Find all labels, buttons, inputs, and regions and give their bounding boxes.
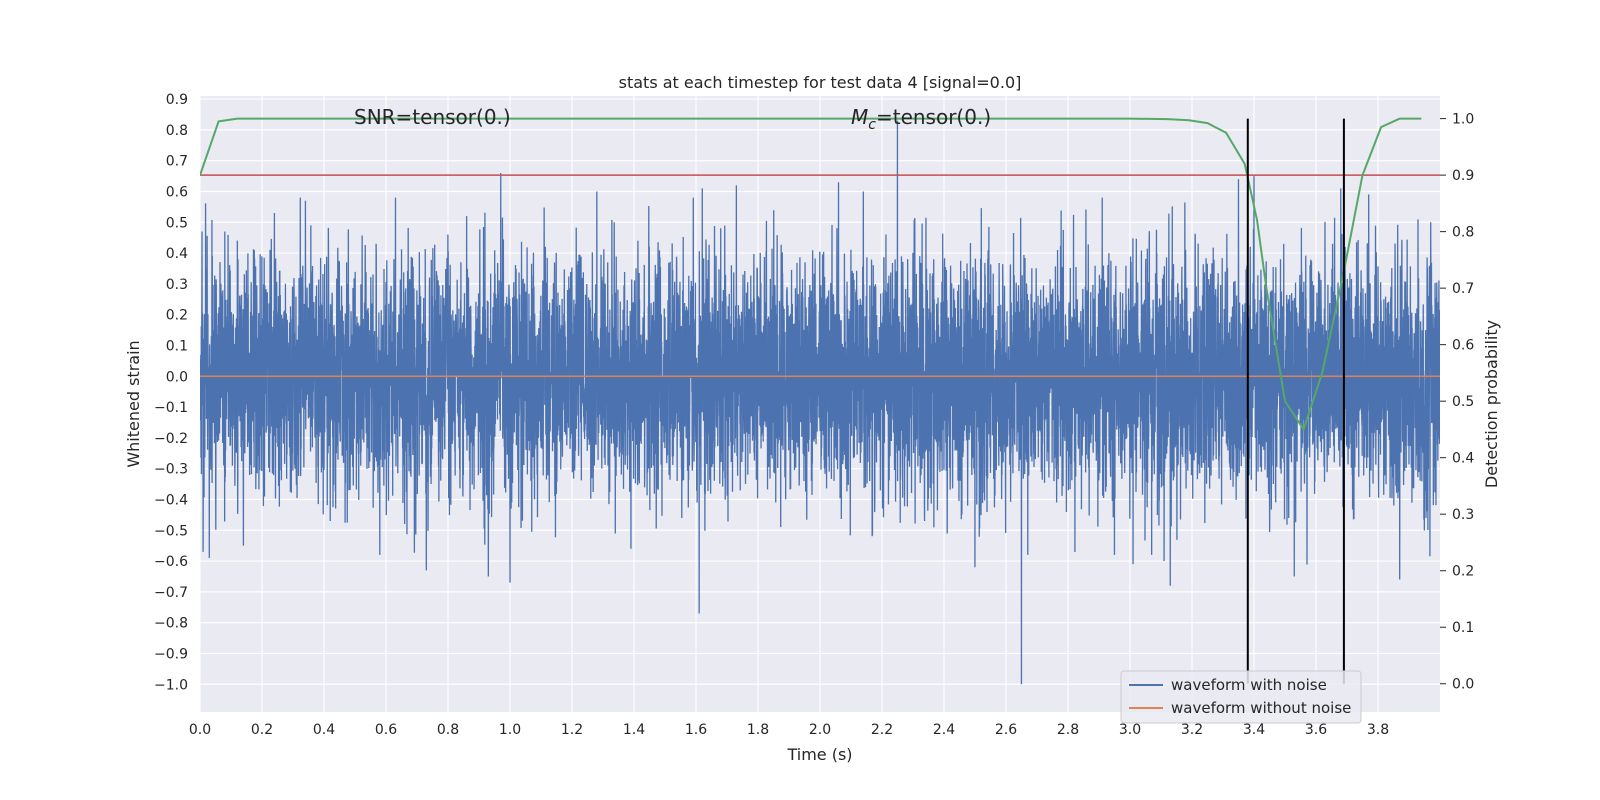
x-tick-label: 2.6 — [995, 722, 1017, 738]
y2-tick-label: 0.7 — [1452, 281, 1474, 297]
chart-title: stats at each timestep for test data 4 [… — [619, 73, 1022, 92]
y2-tick-label: 0.8 — [1452, 225, 1474, 241]
y-axis-label: Whitened strain — [124, 340, 143, 467]
y-tick-label: −0.9 — [154, 646, 188, 662]
y-tick-label: 0.0 — [166, 369, 188, 385]
x-tick-label: 3.6 — [1305, 722, 1327, 738]
legend-label-clean: waveform without noise — [1171, 699, 1351, 717]
x-tick-label: 3.0 — [1119, 722, 1141, 738]
series-layer — [200, 117, 1440, 685]
x-tick-label: 0.8 — [437, 722, 459, 738]
y-tick-label: −0.1 — [154, 400, 188, 416]
y-tick-label: 0.9 — [166, 92, 188, 108]
y2-tick-label: 0.9 — [1452, 168, 1474, 184]
x-tick-label: 2.4 — [933, 722, 955, 738]
y2-tick-label: 0.1 — [1452, 620, 1474, 636]
mc-annotation-subscript: c — [868, 117, 876, 133]
y-axis-ticks: 0.9 0.8 0.7 0.6 0.5 0.4 0.3 0.2 0.1 0.0 −0.1 −0.2 −0… — [154, 92, 188, 693]
y2-tick-label: 0.3 — [1452, 507, 1474, 523]
x-tick-label: 3.2 — [1181, 722, 1203, 738]
y-tick-label: 0.7 — [166, 154, 188, 170]
x-tick-label: 3.4 — [1243, 722, 1265, 738]
x-axis-label: Time (s) — [786, 745, 852, 764]
y-tick-label: −0.4 — [154, 492, 188, 508]
series-waveform-with-noise — [200, 120, 1440, 685]
y-tick-label: 0.6 — [166, 184, 188, 200]
y-tick-label: 0.1 — [166, 338, 188, 354]
y-tick-label: −0.2 — [154, 431, 188, 447]
y-tick-label: −0.7 — [154, 585, 188, 601]
legend: waveform with noise waveform without noi… — [1120, 670, 1362, 724]
y-tick-label: 0.4 — [166, 246, 188, 262]
mc-annotation-symbol: M — [851, 105, 868, 129]
x-tick-label: 1.2 — [561, 722, 583, 738]
y2-tick-label: 0.0 — [1452, 677, 1474, 693]
series-detection-probability — [200, 117, 1422, 432]
y2-axis-label: Detection probability — [1482, 320, 1501, 488]
y-tick-label: 0.8 — [166, 123, 188, 139]
y-tick-label: −0.6 — [154, 554, 188, 570]
y-tick-label: −0.8 — [154, 616, 188, 632]
legend-box — [1120, 670, 1362, 724]
x-tick-label: 2.8 — [1057, 722, 1079, 738]
x-tick-label: 1.8 — [747, 722, 769, 738]
x-tick-label: 2.0 — [809, 722, 831, 738]
y-tick-label: 0.3 — [166, 277, 188, 293]
y2-tick-label: 0.4 — [1452, 451, 1474, 467]
y2-tick-label: 0.2 — [1452, 564, 1474, 580]
x-tick-label: 0.6 — [375, 722, 397, 738]
x-tick-label: 1.6 — [685, 722, 707, 738]
legend-label-noisy: waveform with noise — [1171, 676, 1327, 694]
x-tick-label: 3.8 — [1367, 722, 1389, 738]
y-tick-label: −0.3 — [154, 462, 188, 478]
y2-tick-label: 0.5 — [1452, 394, 1474, 410]
y-tick-label: −1.0 — [154, 677, 188, 693]
y2-tick-label: 1.0 — [1452, 112, 1474, 128]
y2-axis-ticks: 1.0 0.9 0.8 0.7 0.6 0.5 0.4 0.3 0.2 0.1 0.0 — [1440, 112, 1474, 693]
snr-annotation: SNR=tensor(0.) — [354, 105, 511, 129]
x-tick-label: 0.2 — [251, 722, 273, 738]
x-tick-label: 2.2 — [871, 722, 893, 738]
x-axis-ticks: 0.0 0.2 0.4 0.6 0.8 1.0 1.2 1.4 1.6 1.8 2.0 2.2 2.4 2… — [189, 722, 1389, 738]
y-tick-label: 0.5 — [166, 215, 188, 231]
mc-annotation: Mc=tensor(0.) — [851, 105, 991, 133]
x-tick-label: 1.4 — [623, 722, 645, 738]
y2-tick-label: 0.6 — [1452, 338, 1474, 354]
x-tick-label: 0.4 — [313, 722, 335, 738]
x-tick-label: 0.0 — [189, 722, 211, 738]
y-tick-label: −0.5 — [154, 523, 188, 539]
y-tick-label: 0.2 — [166, 308, 188, 324]
mc-annotation-value: =tensor(0.) — [876, 105, 991, 129]
x-tick-label: 1.0 — [499, 722, 521, 738]
